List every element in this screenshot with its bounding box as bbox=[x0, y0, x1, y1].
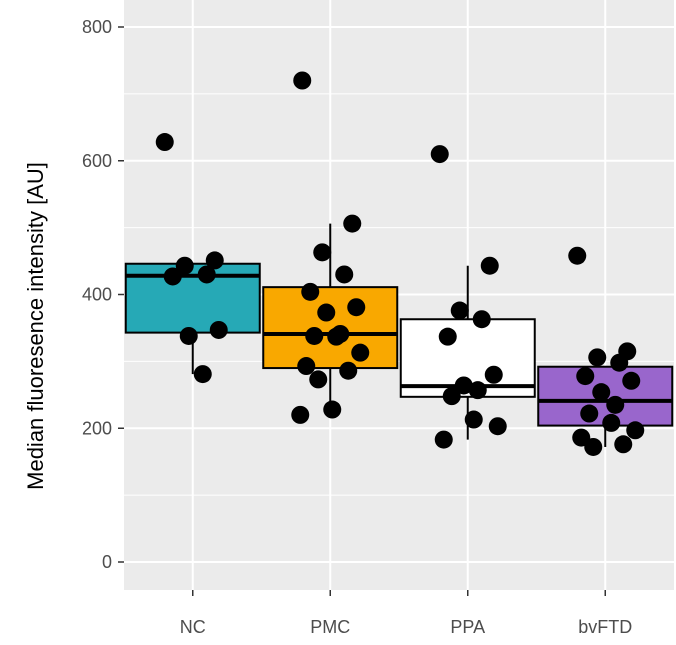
data-point-bvftd bbox=[568, 246, 587, 265]
y-tick-label: 0 bbox=[102, 552, 112, 572]
data-point-bvftd bbox=[622, 371, 641, 390]
data-point-pmc bbox=[335, 265, 354, 284]
x-tick-label-bvftd: bvFTD bbox=[578, 617, 632, 637]
data-point-nc bbox=[155, 133, 174, 152]
data-point-ppa bbox=[480, 256, 499, 275]
data-point-bvftd bbox=[580, 404, 599, 423]
x-tick-label-nc: NC bbox=[180, 617, 206, 637]
data-point-pmc bbox=[309, 370, 328, 389]
data-point-ppa bbox=[484, 365, 503, 384]
data-point-nc bbox=[175, 256, 194, 275]
data-point-ppa bbox=[450, 301, 469, 320]
data-point-bvftd bbox=[584, 437, 603, 456]
data-point-pmc bbox=[351, 343, 370, 362]
data-point-pmc bbox=[301, 282, 320, 301]
y-axis-title: Median fluoresence intensity [AU] bbox=[23, 162, 48, 490]
data-point-bvftd bbox=[576, 367, 595, 386]
y-tick-label: 200 bbox=[82, 418, 112, 438]
data-point-ppa bbox=[442, 387, 461, 406]
data-point-pmc bbox=[339, 361, 358, 380]
data-point-ppa bbox=[468, 381, 487, 400]
data-point-nc bbox=[197, 265, 216, 284]
data-point-bvftd bbox=[606, 395, 625, 414]
data-point-pmc bbox=[297, 357, 316, 376]
data-point-ppa bbox=[434, 430, 453, 449]
data-point-pmc bbox=[323, 400, 342, 419]
data-point-ppa bbox=[438, 327, 457, 346]
data-point-pmc bbox=[293, 71, 312, 90]
data-point-ppa bbox=[430, 145, 449, 164]
data-point-nc bbox=[209, 320, 228, 339]
x-tick-label-pmc: PMC bbox=[310, 617, 350, 637]
data-point-nc bbox=[163, 267, 182, 286]
y-tick-label: 600 bbox=[82, 151, 112, 171]
data-point-bvftd bbox=[592, 383, 611, 402]
y-tick-label: 800 bbox=[82, 17, 112, 37]
x-tick-label-ppa: PPA bbox=[450, 617, 485, 637]
data-point-bvftd bbox=[610, 353, 629, 372]
data-point-pmc bbox=[343, 214, 362, 233]
data-point-pmc bbox=[347, 298, 366, 317]
data-point-ppa bbox=[488, 417, 507, 436]
data-point-nc bbox=[193, 365, 212, 384]
data-point-bvftd bbox=[626, 421, 645, 440]
y-tick-label: 400 bbox=[82, 285, 112, 305]
data-point-bvftd bbox=[614, 435, 633, 454]
data-point-ppa bbox=[464, 410, 483, 429]
data-point-pmc bbox=[305, 326, 324, 345]
data-point-bvftd bbox=[602, 413, 621, 432]
axes-layer: 0 200 400 600 800 NC PMC PPA bvFTD bbox=[82, 17, 632, 637]
data-point-ppa bbox=[454, 376, 473, 395]
data-point-bvftd bbox=[588, 348, 607, 367]
data-point-ppa bbox=[472, 310, 491, 329]
data-point-pmc bbox=[291, 405, 310, 424]
data-point-nc bbox=[205, 251, 224, 270]
box-pmc bbox=[262, 286, 399, 370]
data-point-pmc bbox=[317, 303, 336, 322]
data-point-pmc bbox=[327, 327, 346, 346]
data-point-pmc bbox=[313, 243, 332, 262]
data-point-nc bbox=[179, 326, 198, 345]
points-layer bbox=[155, 71, 645, 456]
